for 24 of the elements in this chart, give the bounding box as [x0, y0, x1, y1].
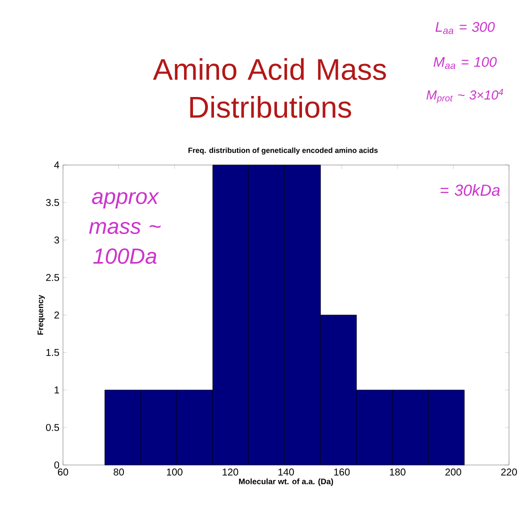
y-tick-label: 3: [54, 236, 60, 244]
y-tick-label: 1: [54, 386, 59, 394]
x-tick-label: 140: [278, 468, 294, 476]
y-tick-label: 2: [54, 312, 59, 318]
x-tick-label: 200: [445, 468, 462, 476]
x-tick-label: 220: [501, 468, 517, 476]
x-tick-label: 120: [222, 468, 238, 476]
x-tick-label: 80: [114, 468, 124, 476]
x-tick-label: 160: [334, 468, 350, 476]
y-tick-label: 1.5: [46, 349, 60, 356]
y-tick-label: 0: [54, 461, 60, 469]
y-tick-label: 4: [54, 162, 60, 168]
annotation: = 30kDa: [440, 184, 500, 196]
text: L$_{aa}$ = 300: [436, 22, 495, 34]
chart-title: Amino Acid Mass Distributions: [152, 58, 386, 118]
x-tick-label: 180: [390, 468, 406, 476]
y-tick-label: 2.5: [46, 274, 60, 282]
y-tick-label: 3.5: [46, 198, 60, 206]
annotation: approx mass ~ 100Da: [89, 192, 161, 264]
text: M$_{prot}$ ~ 3×10$^{4}$: [426, 88, 504, 104]
x-tick-label: 60: [58, 468, 68, 476]
text: M$_{aa}$ = 100: [434, 56, 497, 69]
y-tick-label: 0.5: [46, 424, 60, 432]
x-tick-label: 100: [166, 468, 182, 476]
